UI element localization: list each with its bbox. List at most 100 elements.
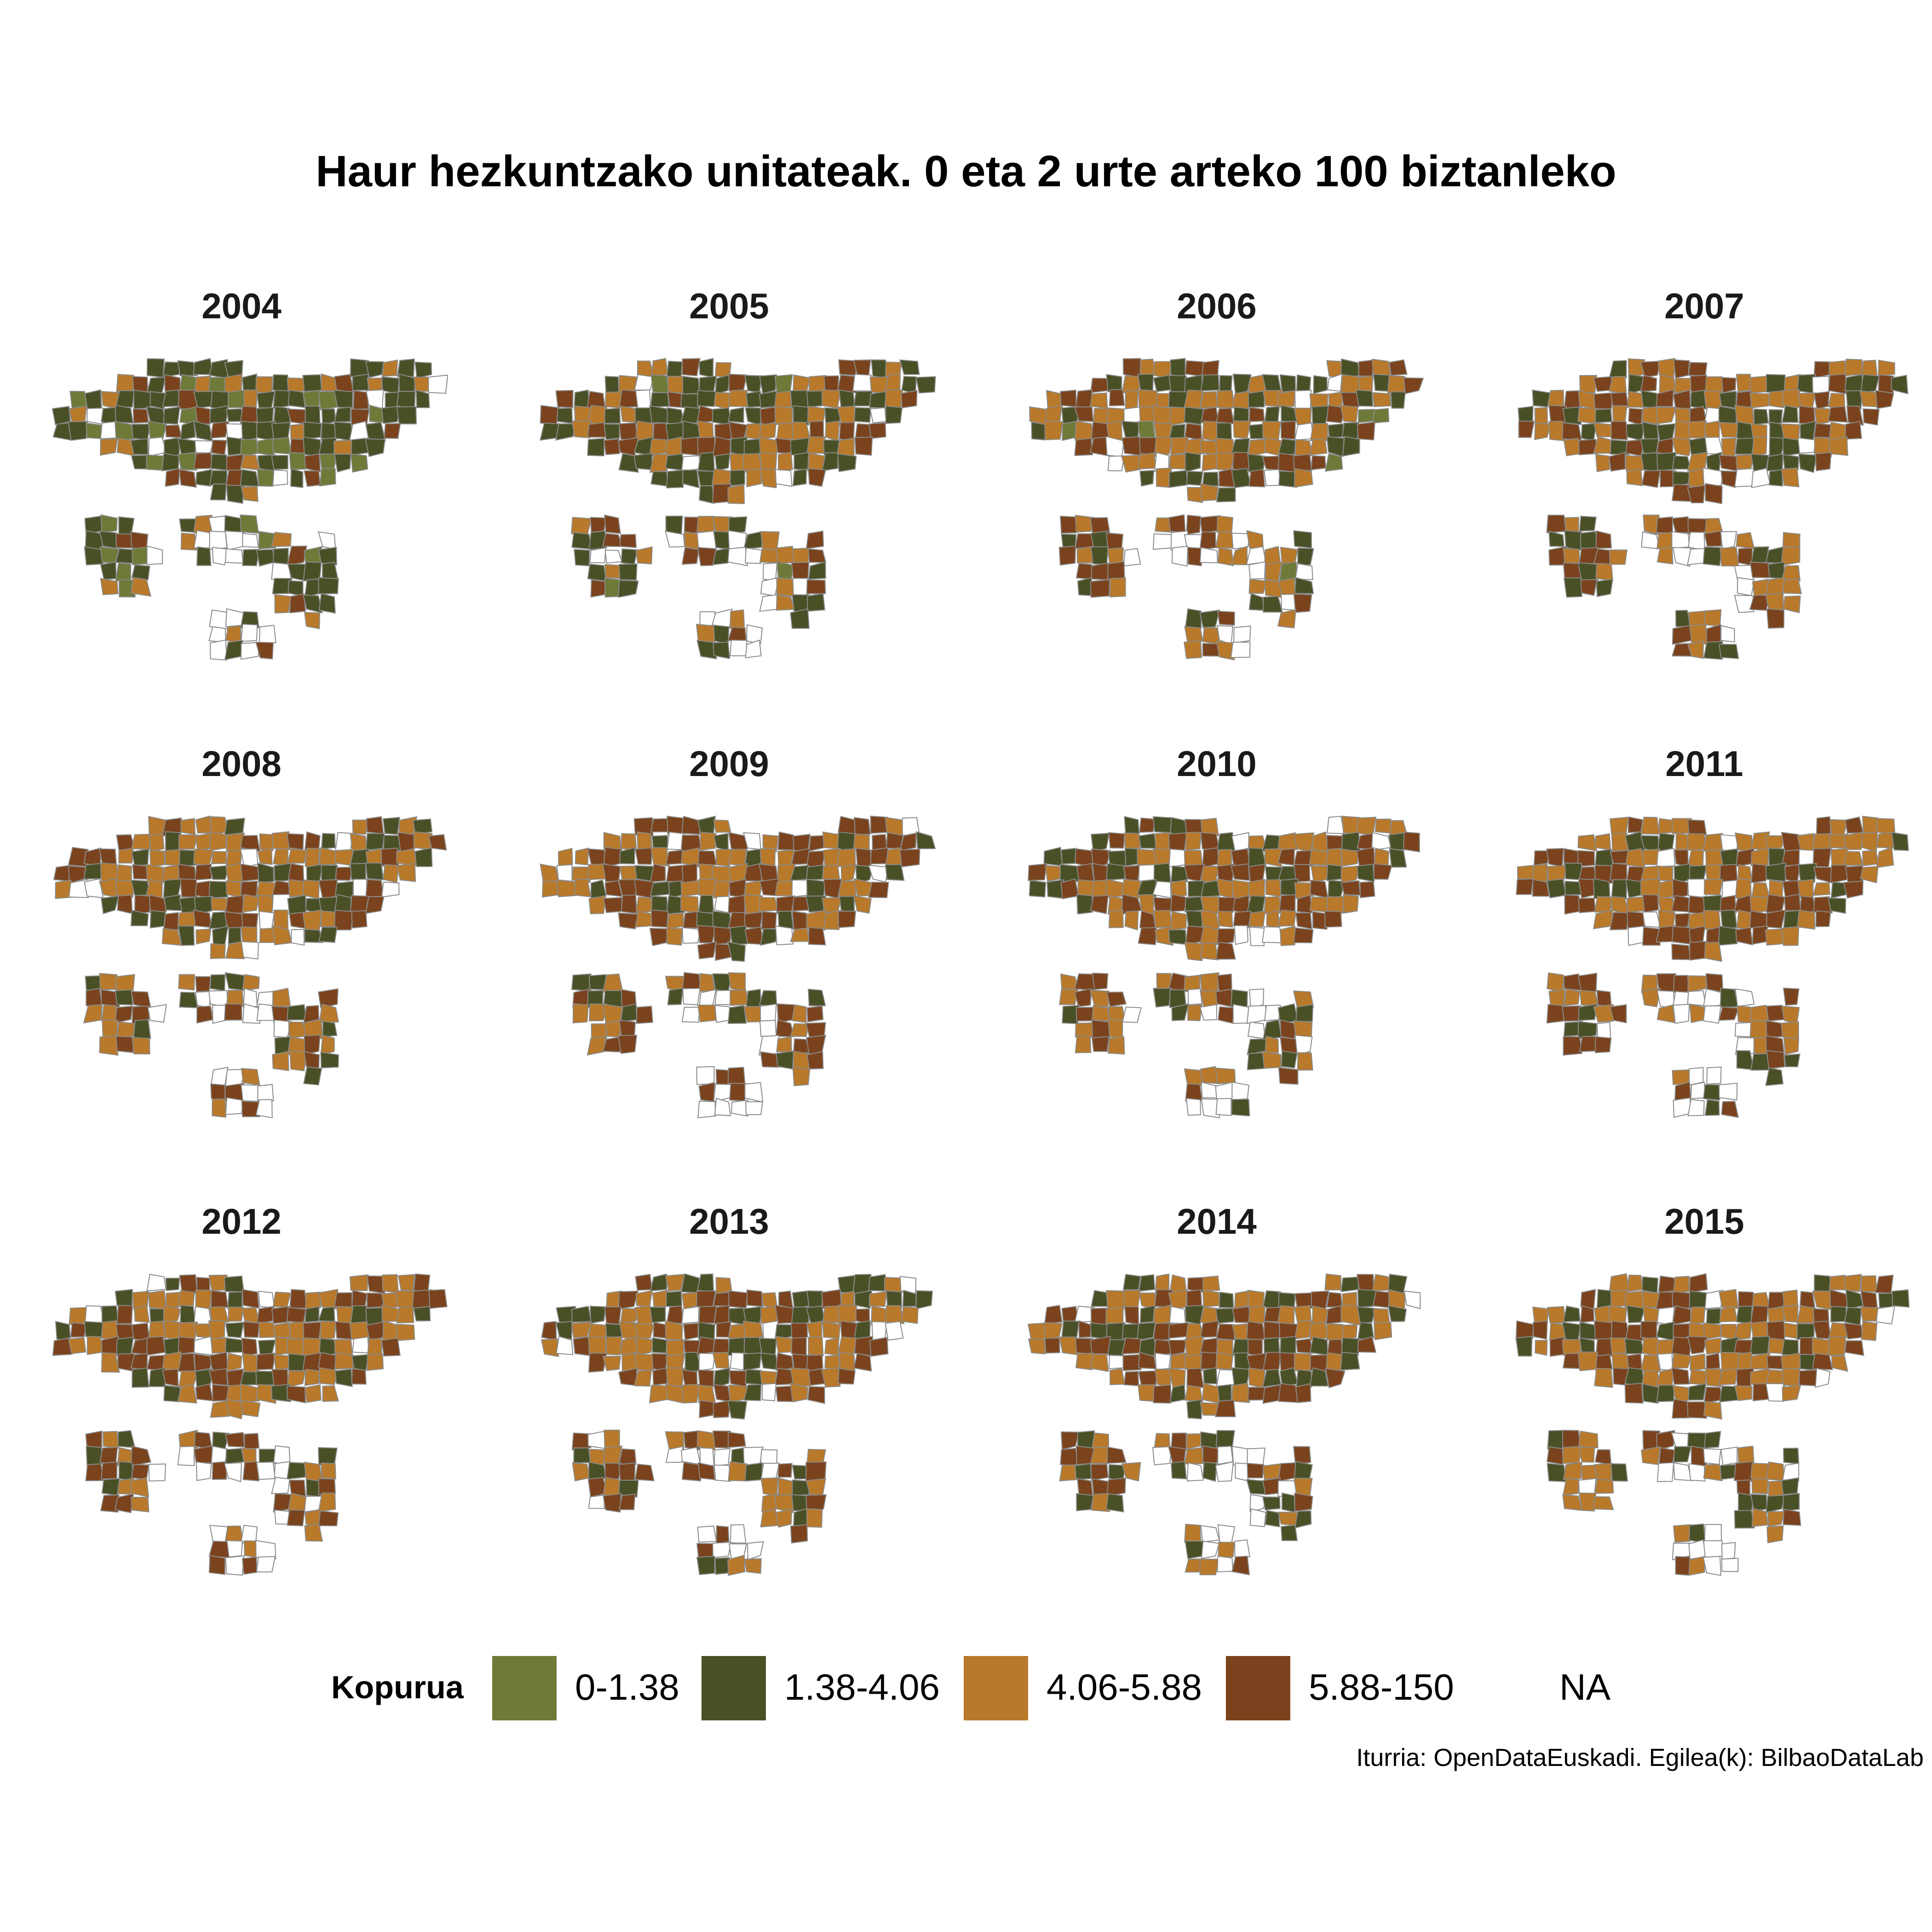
- municipality-region: [1123, 548, 1141, 567]
- municipality-region: [790, 1524, 808, 1544]
- municipality-region: [241, 1100, 261, 1117]
- municipality-region: [1765, 1067, 1784, 1086]
- municipality-region: [745, 547, 763, 564]
- municipality-region: [1703, 988, 1722, 1007]
- municipality-region: [224, 972, 245, 991]
- municipality-region: [1578, 1492, 1597, 1512]
- municipality-region: [1168, 1340, 1187, 1356]
- panel-title: 2004: [201, 286, 282, 326]
- municipality-region: [193, 530, 212, 549]
- municipality-region: [1704, 1099, 1720, 1116]
- municipality-region: [666, 913, 684, 930]
- municipality-region: [636, 1337, 655, 1355]
- municipality-region: [1296, 374, 1311, 391]
- municipality-region: [697, 925, 717, 943]
- municipality-region: [634, 374, 655, 391]
- municipality-region: [1563, 1305, 1581, 1322]
- municipality-region: [334, 454, 351, 473]
- municipality-region: [1106, 991, 1127, 1007]
- municipality-region: [1309, 897, 1330, 913]
- municipality-region: [1640, 438, 1659, 454]
- municipality-region: [1122, 1006, 1142, 1023]
- municipality-region: [272, 390, 291, 409]
- municipality-region: [178, 452, 197, 471]
- municipality-region: [209, 865, 230, 880]
- municipality-region: [712, 1352, 730, 1369]
- municipality-region: [635, 389, 651, 409]
- municipality-region: [1532, 389, 1551, 408]
- municipality-region: [1706, 1308, 1721, 1325]
- municipality-region: [334, 1292, 353, 1307]
- municipality-region: [226, 1540, 243, 1558]
- municipality-region: [1781, 1021, 1799, 1040]
- municipality-region: [727, 484, 745, 504]
- municipality-region: [1610, 1337, 1628, 1354]
- municipality-region: [115, 974, 135, 992]
- municipality-region: [681, 358, 701, 377]
- municipality-region: [1155, 1352, 1172, 1370]
- municipality-region: [1751, 1478, 1769, 1495]
- municipality-region: [1625, 1324, 1645, 1341]
- municipality-region: [1735, 437, 1755, 455]
- municipality-region: [683, 1430, 700, 1451]
- municipality-region: [1278, 1512, 1299, 1526]
- municipality-region: [1262, 1351, 1282, 1371]
- municipality-region: [1609, 376, 1627, 395]
- municipality-region: [1139, 817, 1156, 833]
- municipality-region: [697, 546, 717, 566]
- municipality-region: [178, 974, 196, 991]
- municipality-region: [1184, 896, 1204, 913]
- municipality-region: [1610, 421, 1628, 440]
- municipality-region: [133, 1019, 151, 1039]
- municipality-region: [1846, 405, 1864, 426]
- municipality-region: [1091, 1019, 1111, 1039]
- municipality-region: [744, 926, 764, 945]
- municipality-region: [1782, 1305, 1799, 1323]
- municipality-region: [713, 1448, 730, 1467]
- municipality-region: [1593, 878, 1610, 899]
- municipality-region: [1125, 389, 1138, 410]
- municipality-region: [1045, 865, 1063, 882]
- municipality-region: [696, 1556, 715, 1576]
- municipality-region: [636, 1006, 654, 1024]
- municipality-region: [131, 991, 152, 1009]
- municipality-region: [1090, 1353, 1109, 1372]
- panel-title: 2010: [1177, 743, 1257, 784]
- municipality-region: [588, 1336, 607, 1356]
- municipality-region: [212, 546, 230, 566]
- municipality-region: [100, 578, 119, 595]
- municipality-region: [697, 1273, 714, 1294]
- municipality-region: [1720, 625, 1735, 643]
- municipality-region: [1720, 470, 1739, 488]
- municipality-region: [712, 436, 731, 457]
- municipality-region: [1200, 942, 1219, 960]
- municipality-region: [1324, 453, 1343, 472]
- municipality-region: [730, 609, 745, 629]
- municipality-region: [1516, 878, 1534, 895]
- municipality-region: [1249, 1494, 1267, 1512]
- municipality-region: [333, 439, 355, 455]
- municipality-region: [1782, 1493, 1800, 1512]
- municipality-region: [762, 1383, 777, 1402]
- municipality-region: [1372, 1274, 1391, 1291]
- municipality-region: [1090, 378, 1110, 393]
- municipality-region: [667, 375, 684, 394]
- municipality-region: [1123, 1371, 1139, 1386]
- municipality-region: [256, 549, 275, 567]
- municipality-region: [242, 974, 260, 991]
- municipality-region: [1783, 595, 1801, 614]
- municipality-region: [602, 1356, 621, 1371]
- municipality-region: [1217, 390, 1235, 409]
- municipality-region: [305, 1306, 320, 1323]
- municipality-region: [1658, 1275, 1675, 1293]
- municipality-region: [149, 894, 167, 913]
- municipality-region: [1108, 832, 1125, 849]
- municipality-region: [1546, 1004, 1566, 1024]
- municipality-region: [899, 848, 920, 868]
- municipality-region: [115, 548, 134, 564]
- municipality-region: [680, 880, 701, 897]
- municipality-region: [838, 1305, 857, 1325]
- municipality-region: [116, 374, 134, 393]
- municipality-region: [869, 1337, 889, 1357]
- municipality-region: [1859, 390, 1878, 408]
